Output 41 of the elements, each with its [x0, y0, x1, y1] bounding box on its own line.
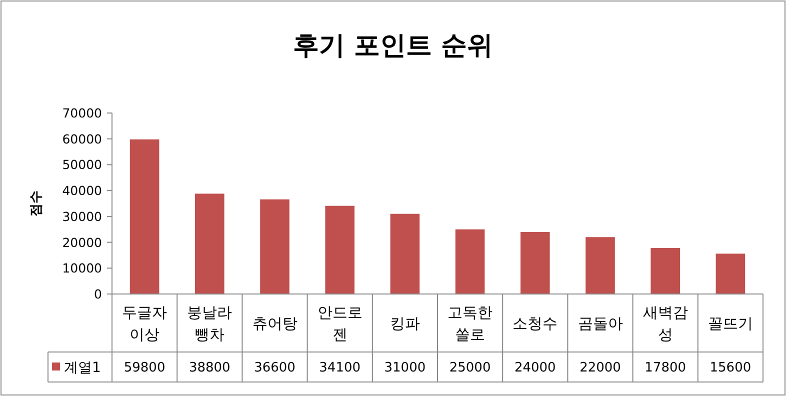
y-tick-label: 60000 [62, 131, 102, 146]
x-tick-label: 붕날라뺑차 [187, 304, 232, 344]
y-tick-label: 40000 [62, 183, 102, 198]
data-label: 24000 [514, 360, 556, 376]
data-label: 25000 [449, 360, 491, 376]
y-axis-title: 점수 [29, 190, 44, 216]
data-label: 59800 [124, 360, 166, 376]
data-label: 22000 [580, 360, 621, 376]
y-tick-label: 20000 [62, 234, 102, 250]
y-tick-label: 50000 [62, 157, 102, 172]
chart-title: 후기 포인트 순위 [292, 31, 494, 61]
data-label: 17800 [644, 360, 686, 376]
y-tick-label: 10000 [62, 260, 102, 276]
data-label: 31000 [384, 360, 426, 376]
data-label: 38800 [188, 360, 230, 376]
bar [716, 254, 746, 294]
y-tick-label: 30000 [62, 208, 102, 224]
bar [650, 248, 680, 294]
y-tick-label: 70000 [62, 106, 102, 120]
data-label: 15600 [710, 360, 752, 376]
x-tick-label: 안드로젠 [317, 304, 362, 344]
bar [195, 194, 224, 294]
x-tick-label: 새벽감성 [642, 304, 688, 344]
bar [455, 229, 485, 294]
x-tick-label: 두글자이상 [122, 304, 168, 344]
x-tick-label: 꼴뜨기 [708, 314, 753, 332]
bar [130, 139, 160, 294]
x-tick-label: 곰돌아 [578, 314, 623, 332]
y-tick-label: 0 [94, 286, 102, 302]
x-tick-label: 츄어탕 [252, 314, 298, 332]
bar [325, 206, 354, 294]
data-label: 36600 [254, 360, 296, 376]
bar [586, 237, 615, 294]
bar [390, 214, 420, 294]
bar [260, 199, 290, 294]
legend-label: 계열1 [64, 360, 101, 376]
x-tick-label: 킹파 [390, 314, 420, 332]
bar [520, 232, 550, 294]
x-tick-label: 소청수 [512, 314, 558, 332]
data-label: 34100 [319, 360, 361, 376]
x-tick-label: 고독한쏠로 [448, 304, 493, 344]
